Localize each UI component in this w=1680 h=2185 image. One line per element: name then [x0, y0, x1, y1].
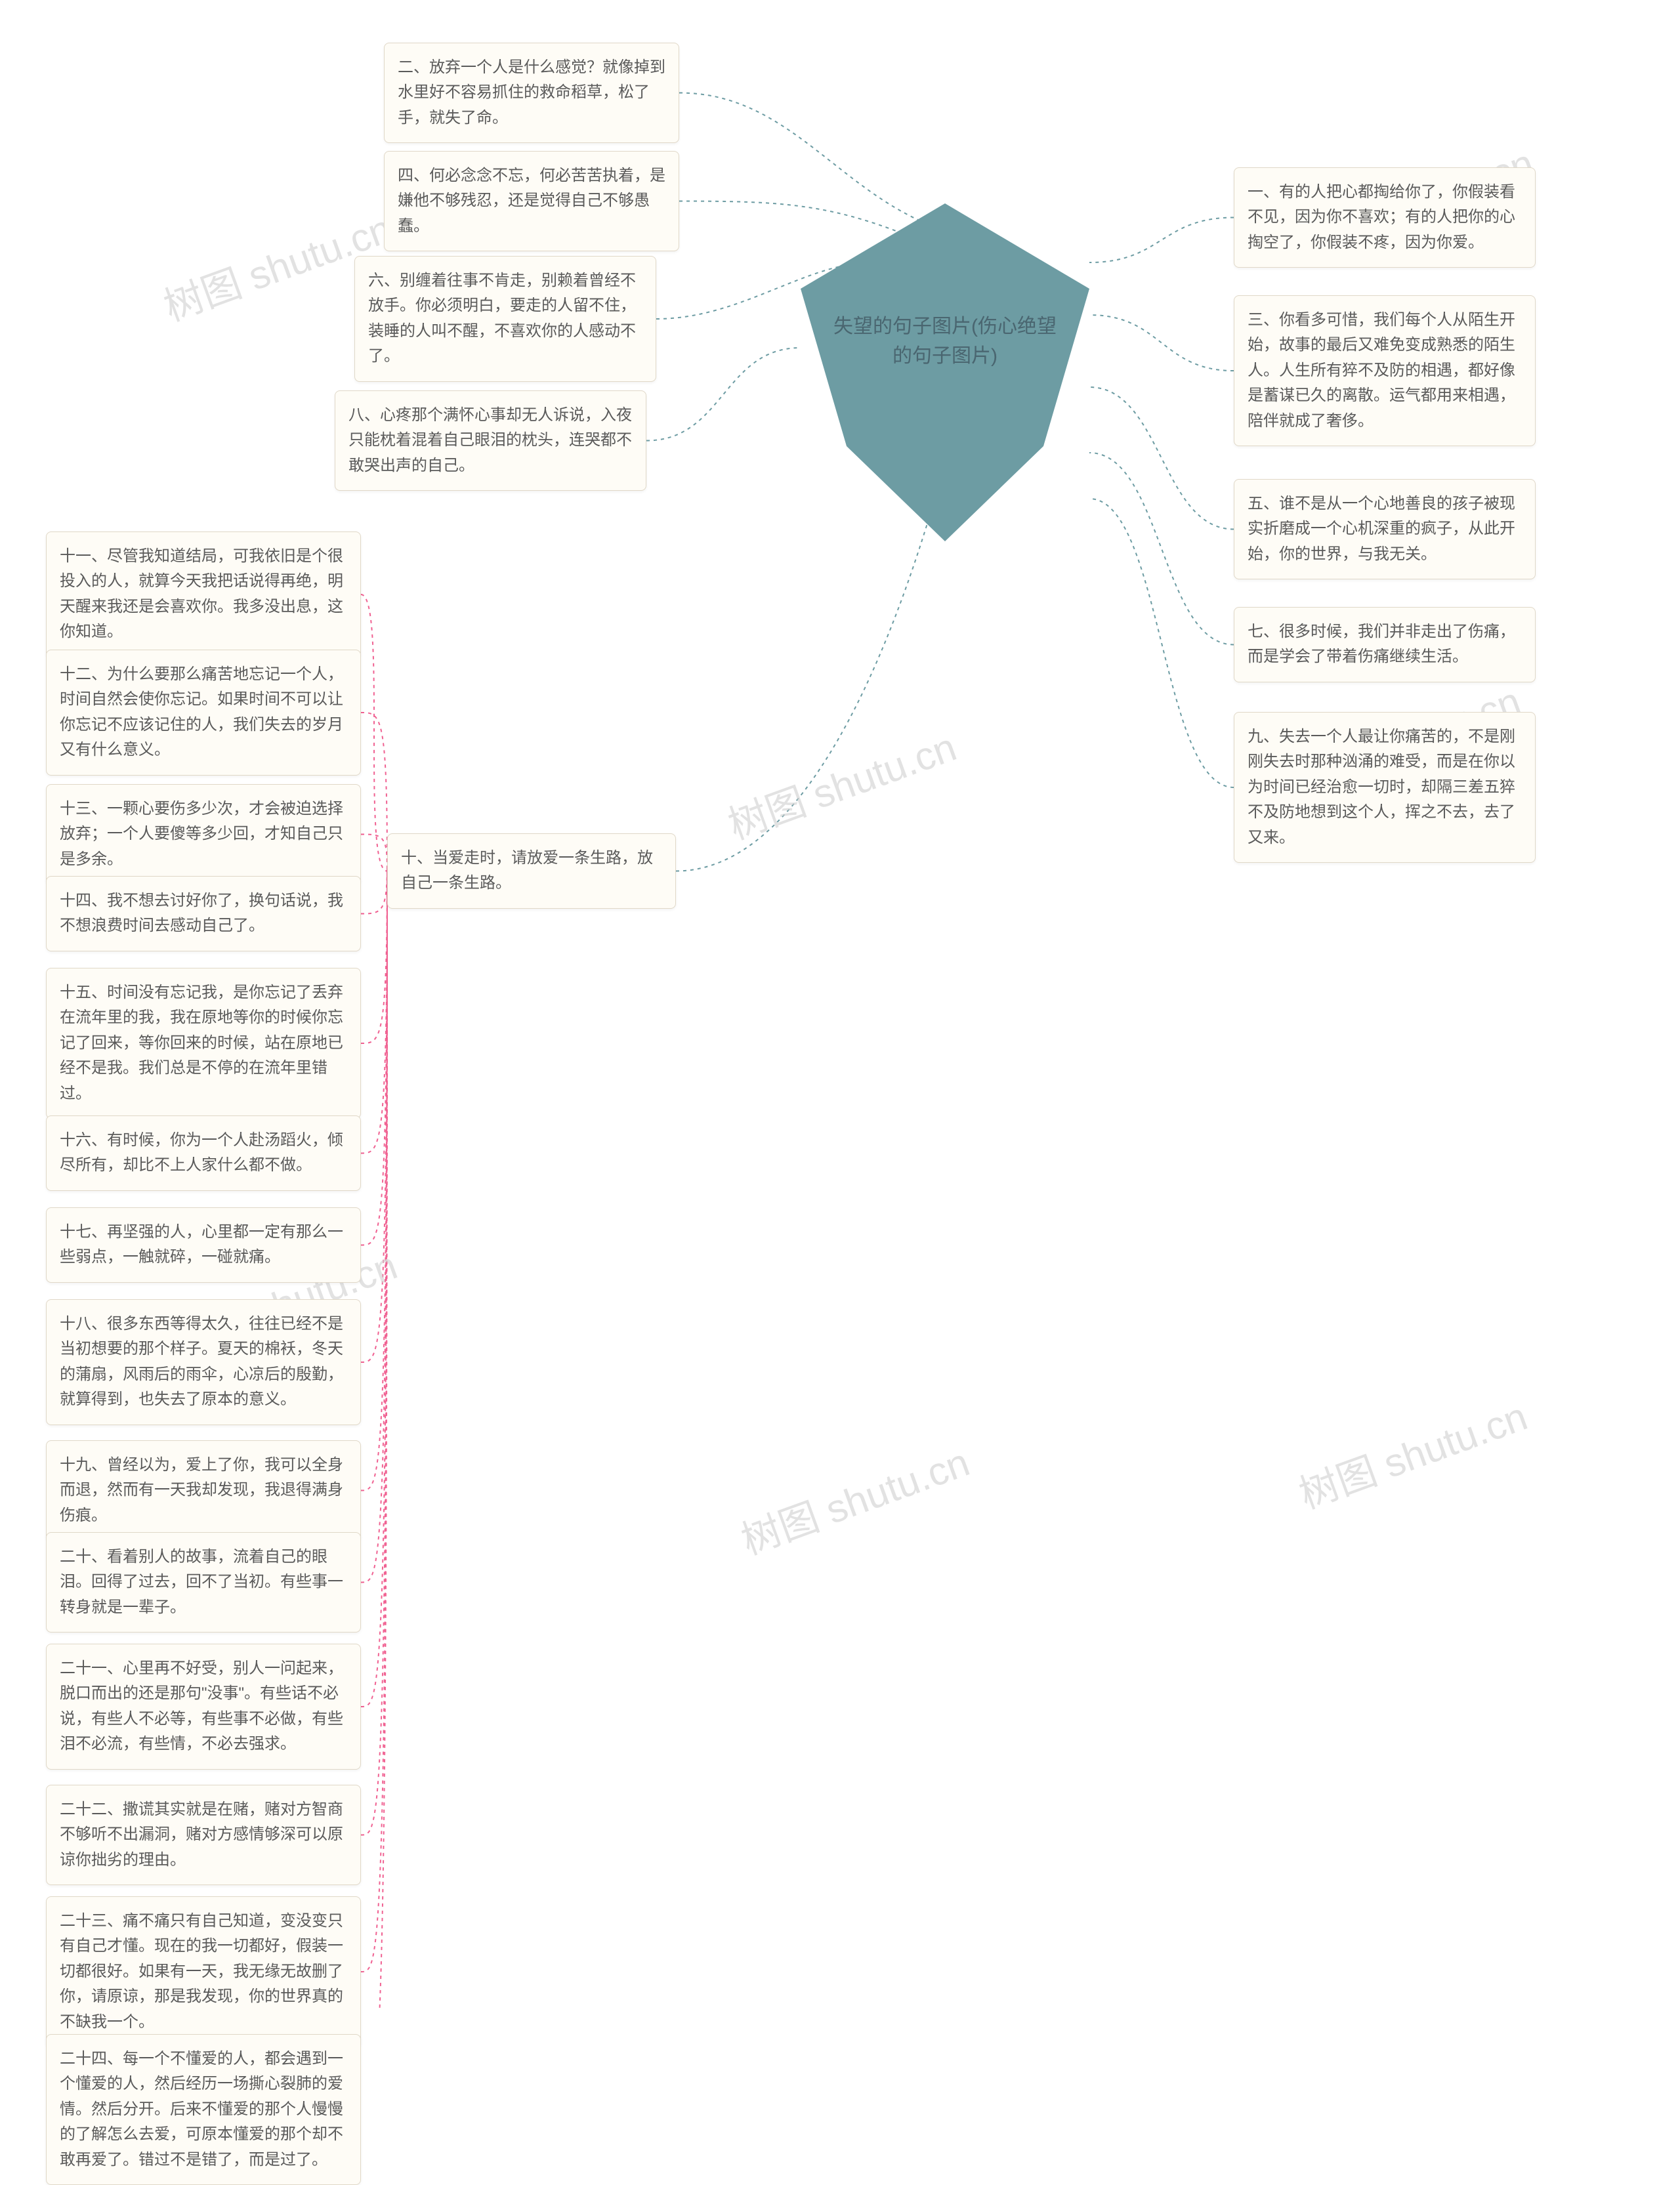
node-n16: 十六、有时候，你为一个人赴汤蹈火，倾尽所有，却比不上人家什么都不做。 [46, 1115, 361, 1191]
watermark: 树图 shutu.cn [719, 715, 963, 850]
node-n22: 二十二、撒谎其实就是在赌，赌对方智商不够听不出漏洞，赌对方感情够深可以原谅你拙劣… [46, 1785, 361, 1885]
center-label-line2: 的句子图片) [892, 345, 998, 367]
center-label: 失望的句子图片(伤心绝望的句子图片) [820, 312, 1070, 371]
node-n4: 四、何必念念不忘，何必苦苦执着，是嫌他不够残忍，还是觉得自己不够愚蠢。 [384, 151, 679, 251]
node-n2: 二、放弃一个人是什么感觉？就像掉到水里好不容易抓住的救命稻草，松了手，就失了命。 [384, 43, 679, 143]
watermark: 树图 shutu.cn [1290, 1384, 1534, 1520]
node-n7: 七、很多时候，我们并非走出了伤痛，而是学会了带着伤痛继续生活。 [1234, 607, 1536, 682]
node-n18: 十八、很多东西等得太久，往往已经不是当初想要的那个样子。夏天的棉袄，冬天的蒲扇，… [46, 1299, 361, 1425]
node-n13: 十三、一颗心要伤多少次，才会被迫选择放弃；一个人要傻等多少回，才知自己只是多余。 [46, 784, 361, 884]
node-n10: 十、当爱走时，请放爱一条生路，放自己一条生路。 [387, 833, 676, 909]
node-n12: 十二、为什么要那么痛苦地忘记一个人，时间自然会使你忘记。如果时间不可以让你忘记不… [46, 650, 361, 776]
node-n20: 二十、看着别人的故事，流着自己的眼泪。回得了过去，回不了当初。有些事一转身就是一… [46, 1532, 361, 1633]
node-n15: 十五、时间没有忘记我，是你忘记了丢弃在流年里的我，我在原地等你的时候你忘记了回来… [46, 968, 361, 1119]
node-n6: 六、别缠着往事不肯走，别赖着曾经不放手。你必须明白，要走的人留不住，装睡的人叫不… [354, 256, 656, 382]
node-n19: 十九、曾经以为，爱上了你，我可以全身而退，然而有一天我却发现，我退得满身伤痕。 [46, 1440, 361, 1541]
node-n11: 十一、尽管我知道结局，可我依旧是个很投入的人，就算今天我把话说得再绝，明天醒来我… [46, 531, 361, 657]
node-n21: 二十一、心里再不好受，别人一问起来，脱口而出的还是那句"没事"。有些话不必说，有… [46, 1644, 361, 1770]
node-n5: 五、谁不是从一个心地善良的孩子被现实折磨成一个心机深重的疯子，从此开始，你的世界… [1234, 479, 1536, 579]
node-n24: 二十四、每一个不懂爱的人，都会遇到一个懂爱的人，然后经历一场撕心裂肺的爱情。然后… [46, 2034, 361, 2185]
node-n1: 一、有的人把心都掏给你了，你假装看不见，因为你不喜欢；有的人把你的心掏空了，你假… [1234, 167, 1536, 268]
node-n14: 十四、我不想去讨好你了，换句话说，我不想浪费时间去感动自己了。 [46, 876, 361, 951]
node-n17: 十七、再坚强的人，心里都一定有那么一些弱点，一触就碎，一碰就痛。 [46, 1207, 361, 1283]
node-n23: 二十三、痛不痛只有自己知道，变没变只有自己才懂。现在的我一切都好，假装一切都很好… [46, 1896, 361, 2047]
node-n9: 九、失去一个人最让你痛苦的，不是刚刚失去时那种汹涌的难受，而是在你以为时间已经治… [1234, 712, 1536, 863]
watermark: 树图 shutu.cn [732, 1430, 976, 1566]
node-n8: 八、心疼那个满怀心事却无人诉说，入夜只能枕着混着自己眼泪的枕头，连哭都不敢哭出声… [335, 390, 646, 491]
center-label-line1: 失望的句子图片(伤心绝望 [833, 316, 1057, 337]
node-n3: 三、你看多可惜，我们每个人从陌生开始，故事的最后又难免变成熟悉的陌生人。人生所有… [1234, 295, 1536, 446]
